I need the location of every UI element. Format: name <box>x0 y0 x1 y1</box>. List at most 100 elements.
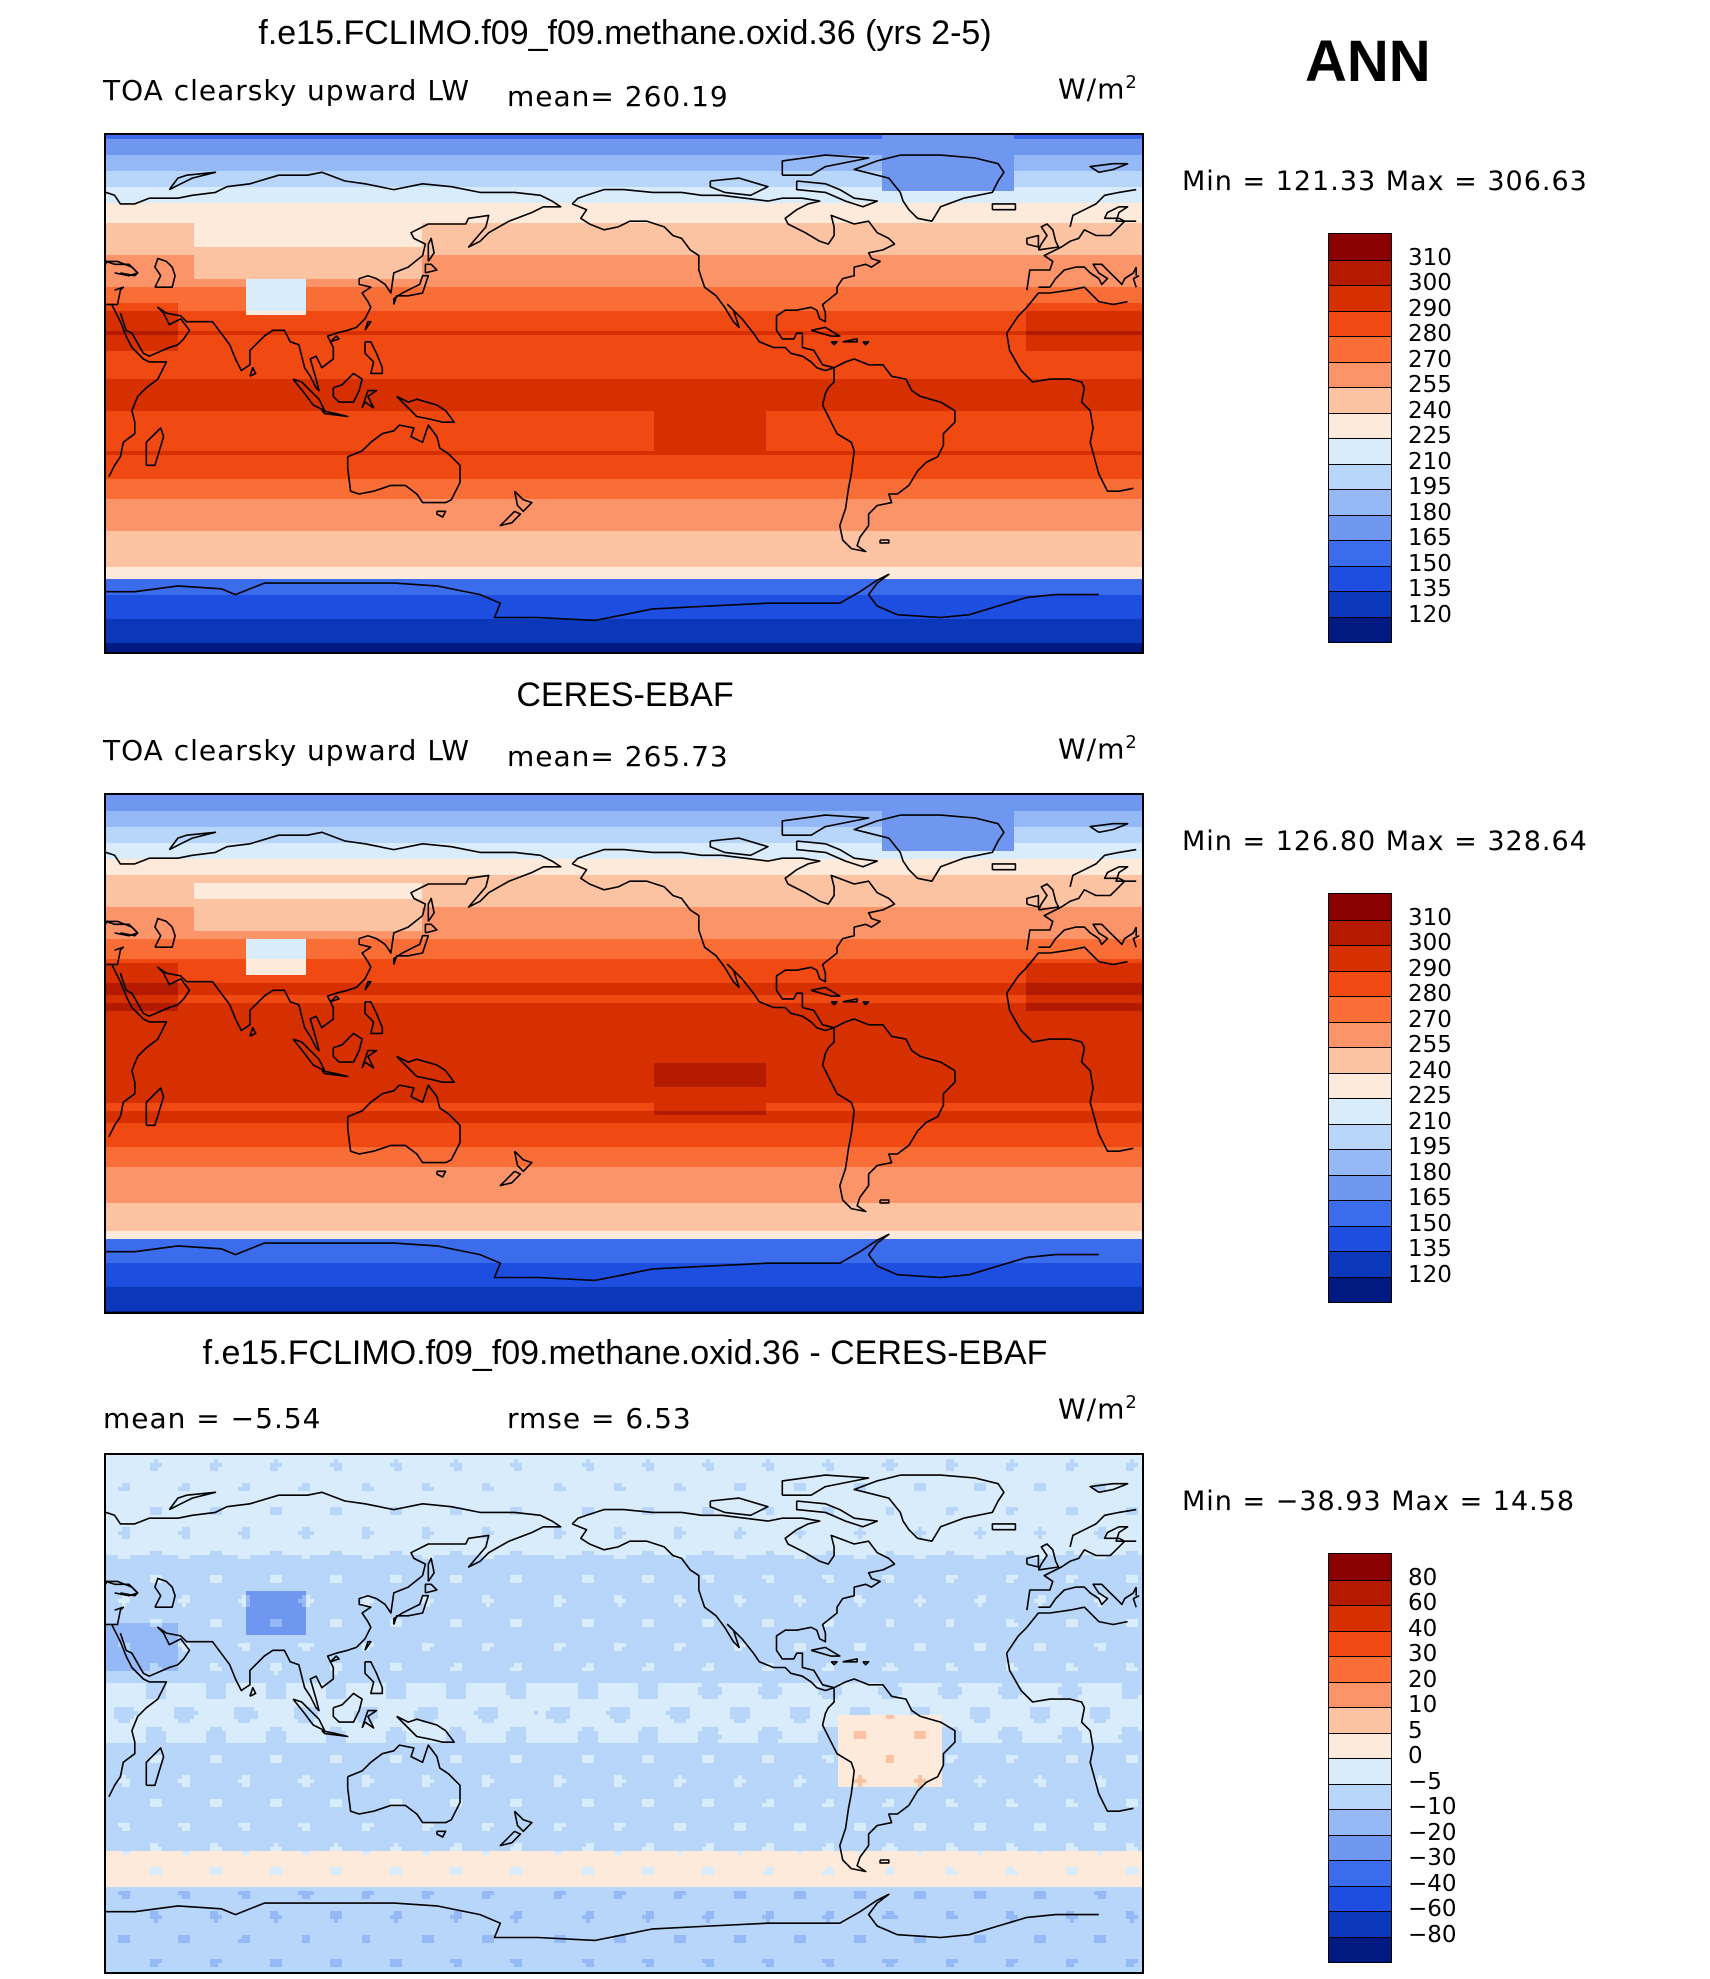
coastline-path <box>364 980 372 991</box>
map-obs <box>104 793 1144 1314</box>
coastline-path <box>106 1233 1099 1282</box>
coastline-path <box>1037 883 1060 911</box>
coastline-path <box>427 1557 435 1582</box>
coastline-path <box>1037 223 1060 251</box>
coastline-path <box>393 1594 430 1625</box>
coastline-path <box>1026 894 1040 908</box>
coastline-path <box>364 320 372 331</box>
coastline-path <box>1026 1554 1040 1568</box>
coastline-path <box>842 998 858 1003</box>
coastline-path <box>781 1474 870 1496</box>
coastline-path <box>321 1069 349 1078</box>
colorbar-swatch <box>1329 1630 1391 1656</box>
colorbar-tick-label: 225 <box>1408 423 1452 449</box>
coastline-path <box>168 831 217 851</box>
coastline-path <box>821 358 956 553</box>
colorbar-swatch <box>1329 1098 1391 1124</box>
coastline-path <box>991 863 1017 871</box>
colorbar-tick-label: 195 <box>1408 1134 1452 1160</box>
colorbar-swatch <box>1329 1707 1391 1733</box>
coastline-path <box>168 171 217 191</box>
colorbar-swatch <box>1329 489 1391 515</box>
colorbar-tick-label: 180 <box>1408 1159 1452 1186</box>
colorbar-swatch <box>1329 285 1391 311</box>
coastline-path <box>332 1032 363 1063</box>
coastline-path <box>361 1049 378 1069</box>
coastline-path <box>821 1018 956 1213</box>
coastline-path <box>154 257 176 288</box>
coastline-path <box>108 286 1134 492</box>
colorbar-tick-label: 5 <box>1408 1717 1423 1744</box>
coastline-path <box>513 490 533 513</box>
unit-label: W/m2 <box>1058 732 1138 766</box>
colorbar-tick-label: −20 <box>1408 1819 1457 1846</box>
map-field <box>106 1455 1142 1972</box>
coastline-path <box>853 814 1005 882</box>
coastline-path <box>321 409 349 418</box>
colorbar-swatch <box>1329 1149 1391 1175</box>
colorbar-tick-label: 165 <box>1408 1185 1452 1211</box>
coastline-path <box>1037 1543 1060 1571</box>
colorbar-tick-label: −30 <box>1408 1845 1457 1871</box>
coastline-path <box>821 1678 956 1873</box>
coastline-path <box>393 274 430 305</box>
colorbar-tick-label: 180 <box>1408 499 1452 526</box>
coastline-path <box>106 260 1140 306</box>
coastline-path <box>393 934 430 965</box>
colorbar-tick-label: 310 <box>1408 244 1452 271</box>
colorbar-swatch <box>1329 1579 1391 1605</box>
coastline-path <box>361 1709 378 1729</box>
coastline-path <box>830 1661 838 1666</box>
coastline-path <box>249 1686 257 1698</box>
coastline-path <box>879 1199 890 1204</box>
coastline-path <box>810 986 841 997</box>
coastline-path <box>361 389 378 409</box>
coastline-path <box>332 372 363 403</box>
colorbar-tick-label: 195 <box>1408 474 1452 500</box>
colorbar-swatch <box>1329 234 1391 260</box>
coastline-path <box>513 1150 533 1173</box>
colorbar-tick-label: 270 <box>1408 1006 1452 1033</box>
colorbar-swatch <box>1329 970 1391 996</box>
colorbar-tick-label: −60 <box>1408 1896 1457 1922</box>
unit-label: W/m2 <box>1058 72 1138 106</box>
coastline-path <box>396 1055 455 1083</box>
coastline-path <box>513 1810 533 1833</box>
colorbar-tick-label: 255 <box>1408 1032 1452 1058</box>
coastline-path <box>145 1747 165 1787</box>
coastline-path <box>364 1001 384 1035</box>
colorbar-tick-label: 300 <box>1408 930 1452 956</box>
coastline-path <box>106 1491 562 1712</box>
coastline-path <box>427 237 435 262</box>
coastline-path <box>329 995 340 1003</box>
colorbar-swatch <box>1329 1834 1391 1860</box>
coastline-path <box>810 1646 841 1657</box>
colorbar-swatch <box>1329 310 1391 336</box>
coastline-path <box>499 1170 522 1187</box>
mean-label: mean= 265.73 <box>507 740 729 773</box>
colorbar-swatch <box>1329 1605 1391 1631</box>
coastline-path <box>106 1893 1099 1942</box>
coastline-path <box>154 1577 176 1608</box>
unit-label: W/m2 <box>1058 1392 1138 1426</box>
coastline-path <box>842 1658 858 1663</box>
colorbar-swatch <box>1329 1554 1391 1580</box>
colorbar-tick-label: 165 <box>1408 525 1452 551</box>
colorbar-tick-label: 290 <box>1408 295 1452 322</box>
variable-label: TOA clearsky upward LW <box>103 74 471 107</box>
colorbar-tick-label: 210 <box>1408 1108 1452 1135</box>
colorbar-swatch <box>1329 1072 1391 1098</box>
coastline-path <box>795 840 878 868</box>
coastline-path <box>106 573 1099 622</box>
coastline-path <box>781 814 870 836</box>
colorbar-swatch <box>1329 894 1391 920</box>
colorbar-swatch <box>1329 1047 1391 1073</box>
colorbar-swatch <box>1329 565 1391 591</box>
colorbar-swatch <box>1329 387 1391 413</box>
coastline-path <box>329 1655 340 1663</box>
colorbar-tick-label: 240 <box>1408 397 1452 424</box>
coastline-path <box>364 1661 384 1695</box>
colorbar-tick-label: 150 <box>1408 550 1452 577</box>
colorbar-tick-label: 225 <box>1408 1083 1452 1109</box>
colorbar-swatch <box>1329 1860 1391 1886</box>
